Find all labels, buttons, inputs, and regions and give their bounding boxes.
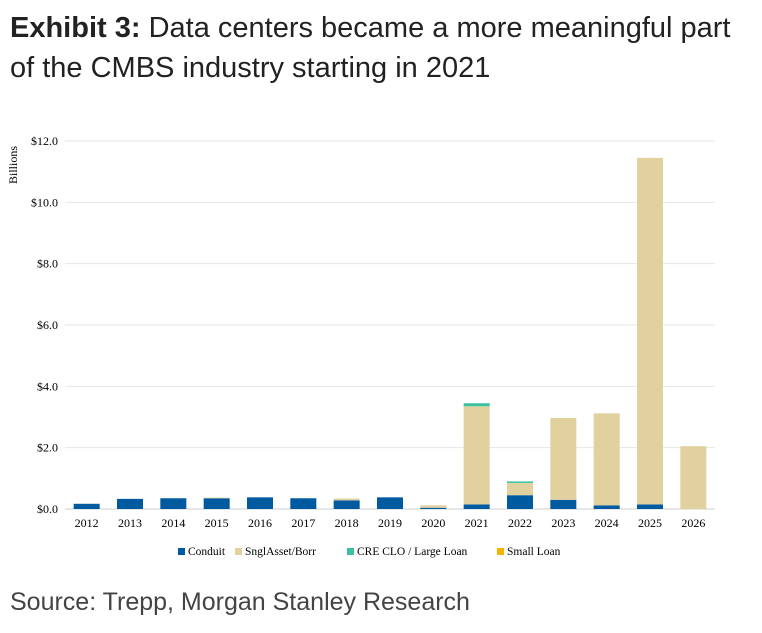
legend-swatch bbox=[178, 548, 185, 555]
x-tick-label: 2015 bbox=[205, 516, 229, 530]
x-tick-label: 2012 bbox=[75, 516, 99, 530]
bar-conduit-2012 bbox=[73, 503, 100, 509]
legend-swatch bbox=[347, 548, 354, 555]
y-tick-label: $8.0 bbox=[37, 257, 58, 271]
bar-snglasset-borr-2025 bbox=[637, 157, 663, 505]
bar-conduit-2014 bbox=[160, 498, 187, 509]
legend-label: Conduit bbox=[188, 546, 226, 558]
y-tick-label: $0.0 bbox=[37, 502, 58, 516]
x-tick-label: 2024 bbox=[595, 516, 619, 530]
x-tick-label: 2018 bbox=[335, 516, 359, 530]
legend-label: SnglAsset/Borr bbox=[245, 546, 316, 558]
exhibit-label: Exhibit 3: bbox=[10, 12, 141, 44]
bar-conduit-2018 bbox=[333, 500, 360, 509]
y-tick-label: $4.0 bbox=[37, 379, 58, 393]
bar-conduit-2015 bbox=[203, 498, 230, 509]
x-tick-label: 2013 bbox=[118, 516, 142, 530]
bar-snglasset-borr-2015 bbox=[203, 497, 230, 499]
bar-snglasset-borr-2023 bbox=[550, 417, 577, 500]
y-tick-label: $6.0 bbox=[37, 318, 58, 332]
bar-conduit-2022 bbox=[507, 495, 533, 509]
bar-snglasset-borr-2022 bbox=[507, 482, 533, 496]
source-note: Source: Trepp, Morgan Stanley Research bbox=[10, 588, 470, 616]
x-tick-label: 2026 bbox=[681, 516, 705, 530]
bar-conduit-2017 bbox=[290, 498, 317, 509]
legend-label: CRE CLO / Large Loan bbox=[357, 546, 468, 558]
x-tick-label: 2022 bbox=[508, 516, 532, 530]
bar-cre-clo-large-loan-2021 bbox=[463, 403, 490, 407]
x-tick-label: 2020 bbox=[421, 516, 445, 530]
chart-title: Exhibit 3: Data centers became a more me… bbox=[10, 8, 750, 88]
y-axis-label: Billions bbox=[6, 146, 20, 184]
bar-conduit-2021 bbox=[463, 504, 490, 509]
bar-conduit-2023 bbox=[550, 499, 577, 509]
x-tick-label: 2016 bbox=[248, 516, 272, 530]
bar-snglasset-borr-2018 bbox=[333, 498, 360, 501]
bar-snglasset-borr-2021 bbox=[463, 406, 490, 505]
y-tick-label: $12.0 bbox=[31, 134, 58, 148]
x-tick-label: 2025 bbox=[638, 516, 662, 530]
legend-swatch bbox=[497, 548, 504, 555]
bar-snglasset-borr-2024 bbox=[593, 413, 620, 506]
bar-cre-clo-large-loan-2022 bbox=[507, 481, 533, 483]
legend-label: Small Loan bbox=[507, 546, 561, 558]
bar-conduit-2024 bbox=[593, 505, 620, 509]
bar-snglasset-borr-2020 bbox=[420, 505, 447, 508]
legend-swatch bbox=[235, 548, 242, 555]
bar-snglasset-borr-2026 bbox=[680, 446, 707, 509]
x-tick-label: 2014 bbox=[161, 516, 185, 530]
x-tick-label: 2019 bbox=[378, 516, 402, 530]
y-tick-label: $10.0 bbox=[31, 195, 58, 209]
y-tick-label: $2.0 bbox=[37, 441, 58, 455]
x-tick-label: 2021 bbox=[465, 516, 489, 530]
title-text: Data centers became a more meaningful pa… bbox=[10, 12, 731, 84]
bar-conduit-2013 bbox=[117, 498, 143, 509]
bar-conduit-2016 bbox=[247, 497, 273, 509]
bar-conduit-2019 bbox=[377, 497, 403, 509]
x-tick-label: 2023 bbox=[551, 516, 575, 530]
bar-conduit-2020 bbox=[420, 507, 447, 509]
x-tick-label: 2017 bbox=[291, 516, 315, 530]
bar-conduit-2025 bbox=[637, 504, 663, 509]
